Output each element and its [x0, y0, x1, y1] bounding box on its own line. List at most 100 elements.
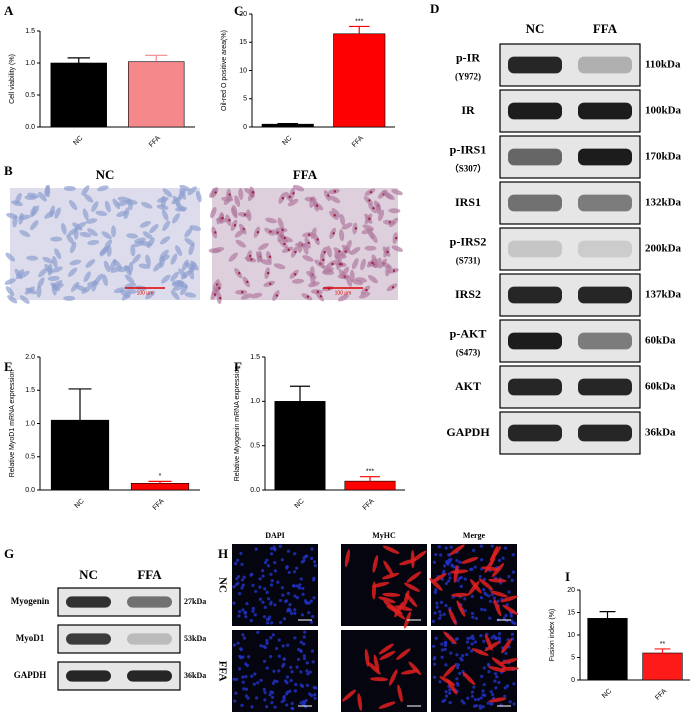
blot-band — [578, 424, 632, 442]
nucleus — [238, 654, 242, 658]
nucleus — [240, 586, 244, 590]
nucleus — [290, 701, 294, 706]
nucleus — [310, 556, 314, 561]
nucleus — [298, 583, 302, 587]
nucleus — [256, 681, 260, 685]
nucleus — [493, 679, 497, 683]
y-tick-label: 15 — [567, 609, 575, 616]
nucleus — [453, 565, 457, 569]
fluorescence-image — [431, 630, 519, 712]
cell — [370, 232, 378, 243]
nucleus — [482, 588, 486, 592]
nucleus — [444, 663, 448, 667]
nucleus — [479, 596, 484, 600]
nucleus — [269, 552, 274, 556]
nucleus — [282, 657, 286, 661]
cell — [293, 184, 305, 192]
size-label: 110kDa — [645, 59, 681, 71]
cell — [375, 202, 381, 215]
nucleus — [459, 656, 463, 660]
fluorescence-image — [232, 544, 318, 626]
nucleus — [511, 553, 515, 557]
blot-band — [508, 194, 562, 212]
nucleus — [249, 619, 253, 623]
nucleus — [483, 591, 487, 595]
cell — [141, 202, 153, 209]
lipid-droplet — [365, 288, 368, 292]
nucleus — [448, 560, 452, 564]
cell — [382, 190, 392, 200]
cell — [177, 280, 188, 289]
nucleus — [302, 657, 307, 661]
y-tick-label: 0 — [571, 677, 575, 684]
cell — [373, 257, 382, 269]
size-label: 137kDa — [645, 289, 682, 301]
cell — [91, 201, 99, 212]
nucleus — [431, 619, 436, 623]
myotube — [489, 546, 501, 561]
nucleus — [269, 600, 273, 604]
nucleus — [458, 576, 462, 581]
blot-band — [508, 240, 562, 258]
cell — [351, 258, 359, 270]
nucleus — [270, 579, 274, 583]
nucleus — [240, 562, 244, 566]
nucleus — [302, 559, 306, 563]
nucleus — [295, 584, 299, 588]
nucleus — [472, 685, 476, 689]
nucleus — [433, 662, 437, 666]
size-label: 200kDa — [645, 243, 682, 255]
cell — [339, 213, 346, 226]
lipid-droplet — [331, 262, 334, 266]
blot-band — [66, 596, 111, 608]
nucleus — [473, 697, 477, 702]
myotube — [431, 573, 447, 584]
cell — [131, 254, 141, 264]
nucleus — [290, 670, 294, 674]
myotube — [411, 550, 427, 562]
nucleus — [241, 633, 245, 637]
nucleus — [292, 570, 297, 574]
myotube — [500, 658, 518, 665]
cell — [360, 258, 366, 271]
significance: * — [159, 473, 162, 480]
cell — [235, 239, 247, 248]
cell — [145, 290, 156, 300]
error-bar — [145, 54, 168, 62]
size-label: 53kDa — [184, 634, 206, 643]
myotube — [490, 590, 508, 598]
myotube — [370, 677, 389, 682]
nucleus — [479, 634, 483, 638]
lipid-droplet — [269, 230, 272, 233]
nucleus — [302, 556, 306, 560]
nucleus — [252, 682, 256, 686]
cell — [69, 259, 82, 266]
cell — [187, 186, 197, 196]
cell — [331, 207, 341, 218]
nucleus — [241, 675, 245, 679]
nucleus — [470, 611, 474, 615]
cell — [83, 193, 94, 203]
nucleus — [438, 680, 442, 684]
cell — [292, 278, 305, 284]
nucleus — [504, 651, 508, 655]
fluorescence-image — [341, 630, 427, 712]
nucleus — [293, 552, 297, 556]
nucleus — [444, 694, 449, 698]
nucleus — [470, 690, 475, 694]
lipid-droplet — [294, 250, 297, 254]
nucleus — [447, 553, 451, 557]
nucleus — [271, 633, 275, 637]
lipid-droplet — [327, 194, 330, 197]
myotube — [342, 689, 357, 702]
nucleus — [435, 605, 439, 609]
bar — [344, 480, 396, 491]
significance: *** — [355, 18, 363, 25]
nucleus — [232, 643, 237, 647]
nucleus — [470, 567, 474, 571]
bar — [130, 483, 190, 491]
cell — [210, 206, 217, 219]
nucleus — [310, 649, 315, 653]
nucleus — [462, 701, 466, 705]
blot-band — [578, 102, 632, 120]
